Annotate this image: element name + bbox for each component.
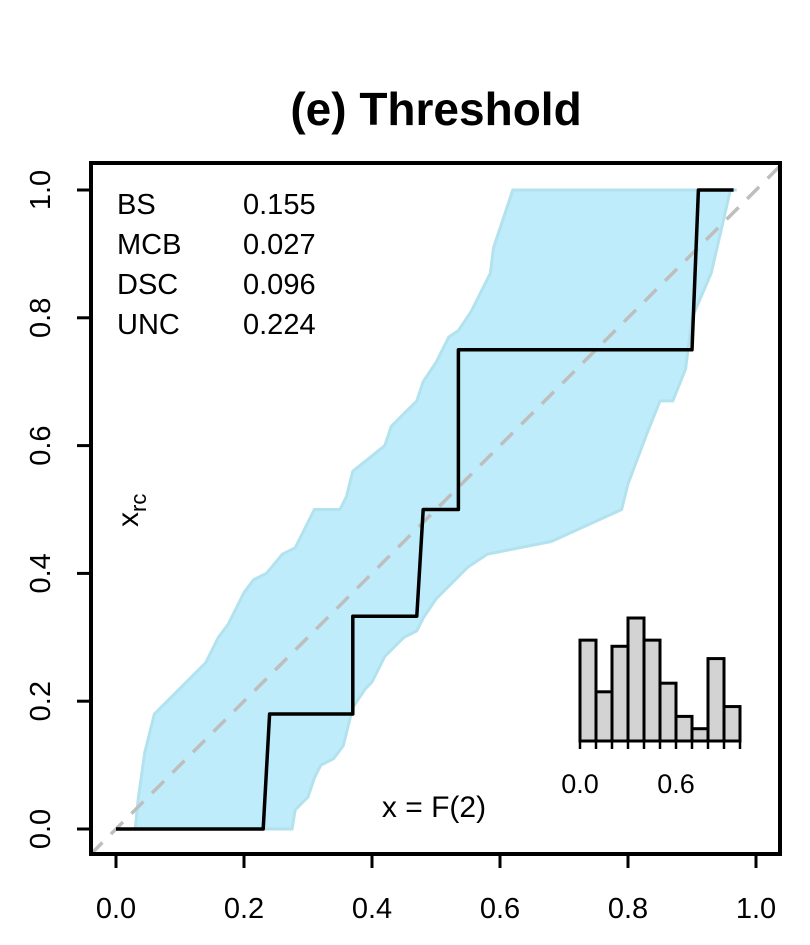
chart-title: (e) Threshold [290, 83, 581, 135]
x-tick-label: 0.2 [224, 893, 264, 925]
calibration-step-line [116, 188, 734, 831]
histogram-bar [674, 714, 694, 743]
y-tick-label: 0.0 [25, 809, 57, 849]
histogram-bar [722, 705, 742, 743]
x-tick-label: 0.0 [96, 893, 136, 925]
inset-tick-label: 0.6 [657, 769, 695, 799]
x-tick-label: 0.4 [352, 893, 392, 925]
stat-value: 0.155 [243, 189, 316, 221]
histogram-bar [642, 638, 662, 743]
stat-label: UNC [117, 309, 180, 341]
x-tick-label: 0.8 [608, 893, 648, 925]
inset-tick-label: 0.0 [561, 769, 599, 799]
stat-label: BS [117, 189, 156, 221]
stat-label: MCB [117, 229, 181, 261]
stat-value: 0.096 [243, 269, 316, 301]
stat-value: 0.027 [243, 229, 316, 261]
y-tick-label: 0.4 [25, 553, 57, 593]
x-annotation: x = F(2) [382, 791, 486, 824]
histogram-bar [626, 616, 646, 743]
y-annotation: xrc [112, 494, 151, 527]
x-tick-label: 0.6 [480, 893, 520, 925]
x-axis: 0.0 0.2 0.4 0.6 0.8 1.0 [96, 852, 776, 925]
histogram-bar [690, 727, 710, 743]
histogram-bar [658, 681, 678, 743]
histogram-bar [610, 644, 630, 743]
diagonal-reference-line [91, 163, 780, 854]
y-tick-label: 0.2 [25, 681, 57, 721]
y-tick-label: 1.0 [25, 170, 57, 210]
stat-value: 0.224 [243, 309, 316, 341]
histogram-bar [578, 638, 598, 743]
histogram-bar [594, 690, 614, 743]
y-tick-label: 0.8 [25, 298, 57, 338]
inset-histogram: 0.0 0.6 [561, 616, 742, 799]
x-tick-label: 1.0 [736, 893, 776, 925]
histogram-bar [706, 657, 726, 743]
y-tick-label: 0.6 [25, 425, 57, 465]
stat-label: DSC [117, 269, 178, 301]
stats-table: BS 0.155 MCB 0.027 DSC 0.096 UNC 0.224 [117, 189, 316, 341]
y-axis: 0.0 0.2 0.4 0.6 0.8 1.0 [25, 170, 91, 849]
